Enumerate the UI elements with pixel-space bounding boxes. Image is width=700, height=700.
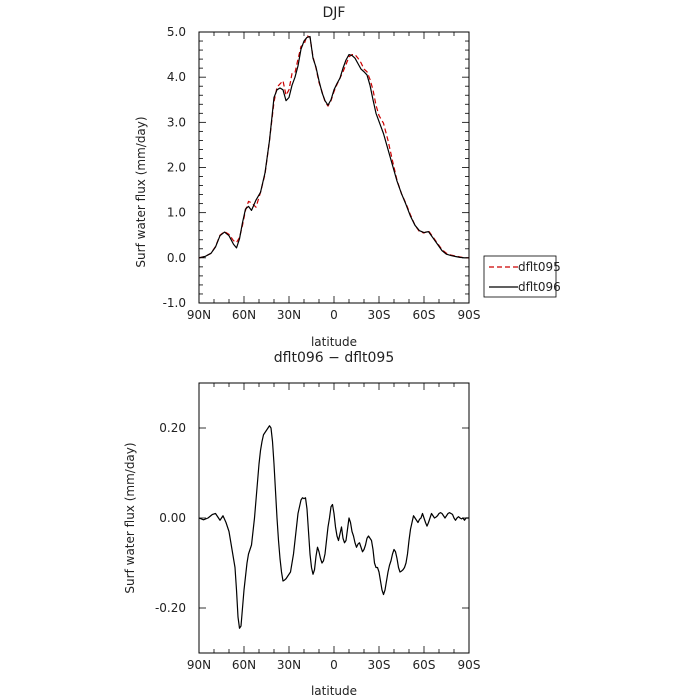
djf-y-tick-label: 3.0 xyxy=(167,115,186,129)
legend-dflt096-label: dflt096 xyxy=(518,280,561,294)
diff-x-tick-label: 30N xyxy=(277,658,301,672)
diff-y-tick-label: 0.00 xyxy=(159,511,186,525)
djf-y-tick-label: 4.0 xyxy=(167,70,186,84)
diff-panel: dflt096 − dflt095 90N 60N 30N 0 30S 60S 90S -0.… xyxy=(123,350,480,698)
legend: dflt095 dflt096 xyxy=(483,255,561,298)
djf-x-tick-label: 90S xyxy=(458,308,481,322)
diff-x-tick-label: 0 xyxy=(330,658,338,672)
djf-x-tick-label: 30N xyxy=(277,308,301,322)
djf-y-tick-label: 5.0 xyxy=(167,25,186,39)
diff-x-axis-label: latitude xyxy=(311,684,357,698)
legend-dflt095-label: dflt095 xyxy=(518,260,561,274)
djf-x-tick-label: 60N xyxy=(232,308,256,322)
djf-y-axis-label: Surf water flux (mm/day) xyxy=(134,116,148,267)
djf-y-tick-label: 0.0 xyxy=(167,251,186,265)
djf-ticks: 90N 60N 30N 0 30S 60S 90S -1.0 0.0 1.0 2.0 3.0 4.0 5.… xyxy=(163,25,481,322)
djf-title: DJF xyxy=(323,5,346,21)
diff-x-tick-label: 30S xyxy=(368,658,391,672)
djf-series xyxy=(198,35,469,259)
djf-plot-frame xyxy=(198,31,470,304)
djf-x-tick-label: 30S xyxy=(368,308,391,322)
diff-ticks: 90N 60N 30N 0 30S 60S 90S -0.20 0.00 0.20 xyxy=(155,383,481,672)
diff-series-line-series-0 xyxy=(198,425,469,629)
djf-y-tick-label: 1.0 xyxy=(167,206,186,220)
djf-x-tick-label: 90N xyxy=(187,308,211,322)
diff-y-tick-label: -0.20 xyxy=(155,601,186,615)
diff-title: dflt096 − dflt095 xyxy=(274,350,394,366)
diff-x-tick-label: 90N xyxy=(187,658,211,672)
djf-panel: DJF 90N 60N 30N 0 30S 60S 90S -1.0 0.0 1.0 2.0 3.0 4… xyxy=(134,5,480,349)
diff-x-tick-label: 90S xyxy=(458,658,481,672)
djf-x-axis-label: latitude xyxy=(311,335,357,349)
diff-y-tick-label: 0.20 xyxy=(159,421,186,435)
diff-x-tick-label: 60N xyxy=(232,658,256,672)
djf-series-line-dflt096 xyxy=(198,35,469,259)
djf-x-tick-label: 60S xyxy=(413,308,436,322)
djf-x-tick-label: 0 xyxy=(330,308,338,322)
djf-y-tick-label: 2.0 xyxy=(167,161,186,175)
diff-x-tick-label: 60S xyxy=(413,658,436,672)
diff-y-axis-label: Surf water flux (mm/day) xyxy=(123,442,137,593)
legend-box xyxy=(483,255,557,298)
djf-series-line-dflt095 xyxy=(198,35,469,259)
diff-series xyxy=(198,425,469,629)
djf-y-tick-label: -1.0 xyxy=(163,296,186,310)
